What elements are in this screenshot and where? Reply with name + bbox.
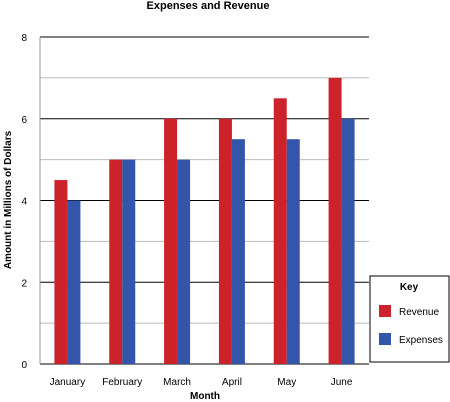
y-axis-label: Amount in Millions of Dollars	[3, 130, 14, 269]
x-tick-label: February	[102, 377, 142, 388]
x-tick-label: June	[331, 377, 353, 388]
bar-expenses-june	[341, 118, 355, 364]
x-tick-label: January	[50, 377, 86, 388]
legend-label-revenue: Revenue	[399, 307, 439, 318]
bars	[54, 77, 355, 364]
bar-revenue-february	[109, 159, 123, 364]
bar-revenue-march	[164, 118, 178, 364]
legend-box	[369, 275, 450, 363]
x-axis-label: Month	[190, 391, 220, 402]
bar-revenue-january	[54, 180, 68, 364]
gridlines	[39, 36, 369, 365]
bar-expenses-january	[67, 200, 81, 364]
bar-expenses-april	[231, 139, 245, 364]
x-tick-label: May	[277, 377, 296, 388]
y-tick-label: 2	[21, 278, 27, 289]
y-tick-label: 0	[21, 360, 27, 371]
y-tick-label: 8	[21, 33, 27, 44]
chart-title: Expenses and Revenue	[147, 0, 270, 12]
bar-expenses-march	[177, 159, 191, 364]
y-tick-label: 4	[21, 197, 27, 208]
legend-swatch-revenue	[379, 305, 391, 317]
x-tick-label: April	[222, 377, 242, 388]
bar-revenue-april	[218, 118, 232, 364]
x-tick-labels: January February March April May June	[50, 377, 353, 388]
x-tick-label: March	[163, 377, 191, 388]
bar-revenue-may	[273, 98, 287, 364]
y-tick-labels: 0 2 4 6 8	[21, 33, 27, 371]
y-tick-label: 6	[21, 115, 27, 126]
legend-title: Key	[400, 282, 419, 293]
bar-revenue-june	[328, 77, 342, 364]
legend: Key Revenue Expenses	[369, 275, 450, 363]
legend-label-expenses: Expenses	[399, 335, 443, 346]
legend-swatch-expenses	[379, 333, 391, 345]
bar-expenses-february	[122, 159, 136, 364]
bar-expenses-may	[286, 139, 300, 364]
